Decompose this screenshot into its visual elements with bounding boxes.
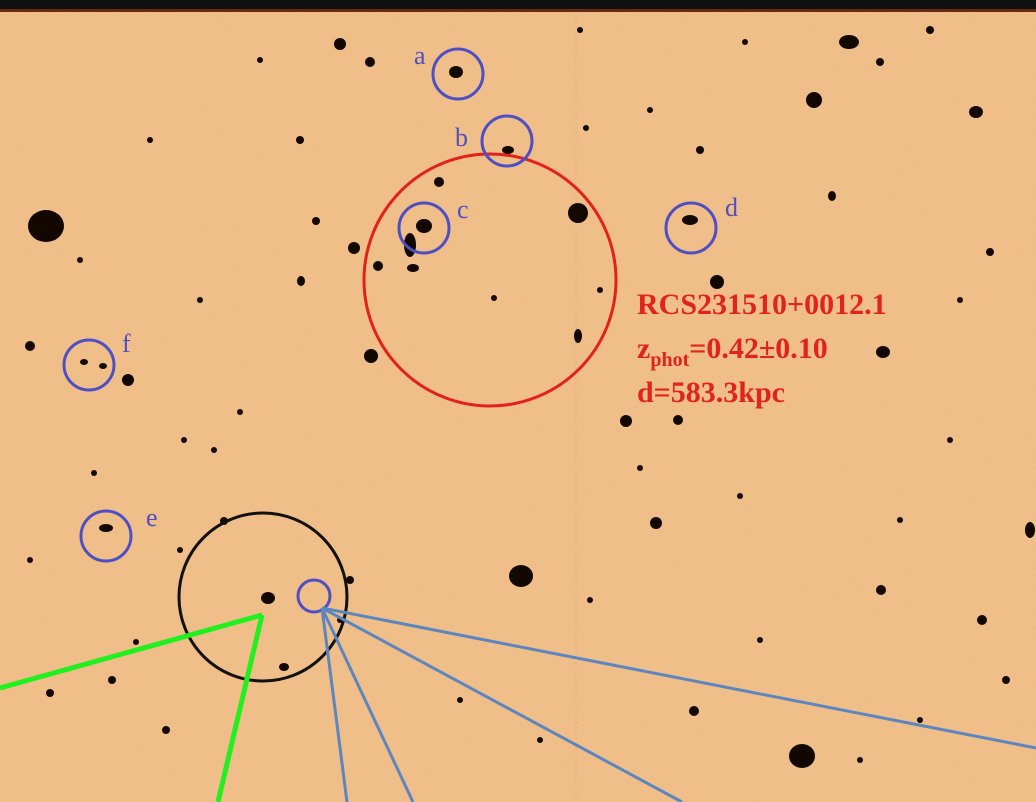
star <box>757 637 763 643</box>
redshift-value: =0.42±0.10 <box>689 332 828 365</box>
distance: d=583.3kpc <box>637 376 785 409</box>
star <box>99 524 113 532</box>
star <box>449 66 463 78</box>
star <box>99 363 107 369</box>
star <box>876 58 884 66</box>
star <box>122 374 134 386</box>
star <box>91 470 97 476</box>
star <box>279 663 289 671</box>
star <box>237 409 243 415</box>
star <box>334 38 346 50</box>
label-f: f <box>122 329 131 358</box>
star <box>162 726 170 734</box>
star <box>25 341 35 351</box>
star <box>577 27 583 33</box>
redshift-symbol: z <box>637 332 650 365</box>
star <box>986 248 994 256</box>
star <box>696 146 704 154</box>
top-border <box>0 0 1036 9</box>
label-a: a <box>414 41 426 70</box>
star <box>737 493 743 499</box>
star <box>296 136 304 144</box>
star <box>897 517 903 523</box>
star <box>673 415 683 425</box>
label-c: c <box>457 195 469 224</box>
star <box>181 437 187 443</box>
star <box>28 210 64 242</box>
star <box>297 276 305 286</box>
star <box>650 517 662 529</box>
star <box>77 257 83 263</box>
label-b: b <box>455 123 468 152</box>
star <box>502 146 514 154</box>
label-e: e <box>146 503 158 532</box>
star <box>710 275 724 289</box>
star <box>373 261 383 271</box>
star <box>80 359 88 365</box>
star <box>947 437 953 443</box>
sky-image: a b c d e f RCS231510+0012.1 zphot=0.42±… <box>0 0 1036 802</box>
star <box>177 547 183 553</box>
star <box>147 137 153 143</box>
star <box>689 706 699 716</box>
star <box>1002 676 1010 684</box>
star <box>434 177 444 187</box>
star <box>416 219 432 233</box>
star <box>620 415 632 427</box>
star <box>876 585 886 595</box>
noise <box>0 0 1036 802</box>
star <box>312 217 320 225</box>
star <box>857 757 863 763</box>
star <box>647 107 653 113</box>
star <box>597 287 603 293</box>
redshift-subscript: phot <box>650 349 689 371</box>
star <box>108 676 116 684</box>
star <box>261 592 275 604</box>
star <box>876 346 890 358</box>
top-edge <box>0 9 1036 12</box>
page: {"labels": ["a", "b", "c", "d", "e", "f"… <box>0 0 1036 802</box>
star <box>742 39 748 45</box>
star <box>926 26 934 34</box>
star <box>806 92 822 108</box>
star <box>27 557 33 563</box>
star <box>977 615 987 625</box>
star <box>133 639 139 645</box>
star <box>568 203 588 223</box>
star <box>211 447 217 453</box>
star <box>587 597 593 603</box>
star <box>1025 522 1035 538</box>
star <box>491 295 497 301</box>
star <box>537 737 543 743</box>
star <box>574 329 582 343</box>
label-d: d <box>725 193 738 222</box>
star <box>46 689 54 697</box>
star <box>583 125 589 131</box>
star <box>828 191 836 201</box>
star <box>257 57 263 63</box>
cluster-name: RCS231510+0012.1 <box>637 288 887 321</box>
star <box>957 297 963 303</box>
star <box>364 349 378 363</box>
star <box>839 35 859 49</box>
star <box>509 565 533 587</box>
star <box>917 717 923 723</box>
star <box>789 744 815 768</box>
star <box>969 106 983 118</box>
star <box>457 697 463 703</box>
star <box>365 57 375 67</box>
star <box>197 297 203 303</box>
star <box>407 264 419 272</box>
star <box>682 215 698 225</box>
star <box>637 465 643 471</box>
star <box>348 242 360 254</box>
